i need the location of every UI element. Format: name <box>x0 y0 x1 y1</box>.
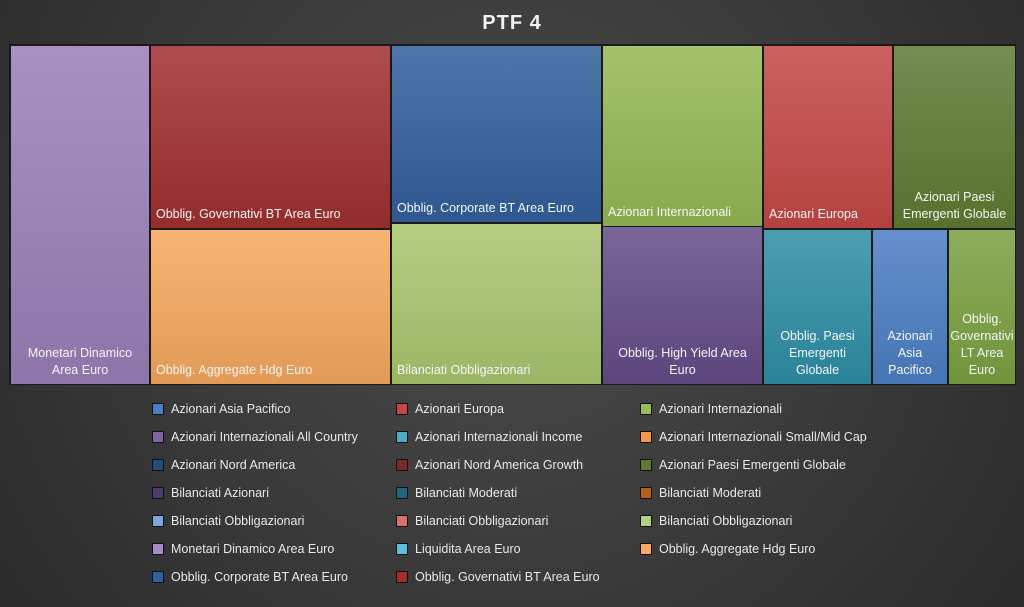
legend-label: Bilanciati Obbligazionari <box>659 514 793 528</box>
tile-label: Bilanciati Obbligazionari <box>397 363 531 377</box>
legend-label: Azionari Asia Pacifico <box>171 402 291 416</box>
legend-swatch <box>640 515 652 527</box>
legend-item: Azionari Internazionali All Country <box>152 430 358 444</box>
legend-label: Obblig. Corporate BT Area Euro <box>171 570 348 584</box>
tile-label: Azionari Europa <box>769 207 858 221</box>
legend-label: Bilanciati Azionari <box>171 486 269 500</box>
treemap-tile: Azionari Europa <box>763 45 893 229</box>
legend-label: Bilanciati Obbligazionari <box>415 514 549 528</box>
tile-label: Obblig. Aggregate Hdg Euro <box>156 363 313 377</box>
legend-swatch <box>640 459 652 471</box>
legend-swatch <box>152 403 164 415</box>
legend-swatch <box>152 431 164 443</box>
legend-item: Azionari Internazionali <box>640 402 782 416</box>
legend-label: Azionari Internazionali Income <box>415 430 583 444</box>
legend-label: Azionari Nord America Growth <box>415 458 584 472</box>
tile-label: Monetari Dinamico Area Euro <box>27 346 133 377</box>
legend-label: Liquidita Area Euro <box>415 542 521 556</box>
legend-item: Azionari Internazionali Small/Mid Cap <box>640 430 867 444</box>
legend-swatch <box>152 487 164 499</box>
legend-item: Azionari Asia Pacifico <box>152 402 291 416</box>
legend-swatch <box>396 403 408 415</box>
legend-swatch <box>152 459 164 471</box>
treemap-tile: Obblig. Paesi Emergenti Globale <box>763 229 872 385</box>
legend-label: Obblig. Aggregate Hdg Euro <box>659 542 816 556</box>
treemap-tile: Azionari Internazionali <box>602 45 763 227</box>
treemap-tile: Obblig. High Yield Area Euro <box>602 226 763 385</box>
legend-label: Azionari Internazionali <box>659 402 782 416</box>
legend-swatch <box>396 487 408 499</box>
chart-title: PTF 4 <box>482 12 542 34</box>
legend-swatch <box>396 431 408 443</box>
treemap-tile: Obblig. Governativi LT Area Euro <box>948 229 1016 385</box>
legend-item: Azionari Internazionali Income <box>396 430 582 444</box>
treemap-tile: Azionari Paesi Emergenti Globale <box>893 45 1016 229</box>
legend-swatch <box>396 571 408 583</box>
legend-item: Obblig. Governativi BT Area Euro <box>396 570 600 584</box>
legend-label: Bilanciati Moderati <box>659 486 762 500</box>
legend-swatch <box>640 487 652 499</box>
legend-label: Azionari Nord America <box>171 458 296 472</box>
legend-item: Bilanciati Obbligazionari <box>640 514 792 528</box>
legend-item: Bilanciati Azionari <box>152 486 269 500</box>
legend-item: Monetari Dinamico Area Euro <box>152 542 334 556</box>
legend-item: Obblig. Corporate BT Area Euro <box>152 570 348 584</box>
legend-item: Bilanciati Moderati <box>640 486 761 500</box>
legend-label: Azionari Paesi Emergenti Globale <box>659 458 846 472</box>
legend-item: Obblig. Aggregate Hdg Euro <box>640 542 815 556</box>
legend-item: Bilanciati Obbligazionari <box>152 514 304 528</box>
tile-label: Obblig. Governativi LT Area Euro <box>950 312 1014 377</box>
legend-swatch <box>640 403 652 415</box>
legend-label: Monetari Dinamico Area Euro <box>171 542 335 556</box>
legend-item: Azionari Paesi Emergenti Globale <box>640 458 846 472</box>
legend-label: Azionari Internazionali All Country <box>171 430 358 444</box>
tile-label: Azionari Paesi Emergenti Globale <box>902 190 1007 221</box>
treemap-tile: Monetari Dinamico Area Euro <box>10 45 150 385</box>
tile-label: Obblig. High Yield Area Euro <box>618 346 747 377</box>
legend-swatch <box>640 543 652 555</box>
legend-item: Azionari Europa <box>396 402 504 416</box>
legend-swatch <box>640 431 652 443</box>
legend-item: Azionari Nord America <box>152 458 295 472</box>
treemap-tile: Bilanciati Obbligazionari <box>391 223 602 385</box>
legend-label: Azionari Europa <box>415 402 504 416</box>
legend-item: Liquidita Area Euro <box>396 542 521 556</box>
legend-swatch <box>396 515 408 527</box>
legend-item: Azionari Nord America Growth <box>396 458 583 472</box>
tile-label: Obblig. Paesi Emergenti Globale <box>780 329 855 377</box>
legend-swatch <box>396 543 408 555</box>
legend-item: Bilanciati Moderati <box>396 486 517 500</box>
legend-swatch <box>152 515 164 527</box>
legend-label: Bilanciati Moderati <box>415 486 518 500</box>
treemap-tile: Azionari Asia Pacifico <box>872 229 948 385</box>
legend-swatch <box>152 543 164 555</box>
tile-label: Azionari Asia Pacifico <box>887 329 933 377</box>
legend-swatch <box>152 571 164 583</box>
treemap: Monetari Dinamico Area Euro Obblig. Gover… <box>9 44 1016 385</box>
legend-label: Azionari Internazionali Small/Mid Cap <box>659 430 867 444</box>
legend-label: Obblig. Governativi BT Area Euro <box>415 570 600 584</box>
legend-item: Bilanciati Obbligazionari <box>396 514 548 528</box>
treemap-tile: Obblig. Corporate BT Area Euro <box>391 45 602 223</box>
legend-label: Bilanciati Obbligazionari <box>171 514 305 528</box>
legend-swatch <box>396 459 408 471</box>
treemap-tile: Obblig. Governativi BT Area Euro <box>150 45 391 229</box>
treemap-tile: Obblig. Aggregate Hdg Euro <box>150 229 391 385</box>
tile-label: Obblig. Corporate BT Area Euro <box>397 201 574 215</box>
tile-label: Azionari Internazionali <box>608 205 731 219</box>
tile-label: Obblig. Governativi BT Area Euro <box>156 207 341 221</box>
